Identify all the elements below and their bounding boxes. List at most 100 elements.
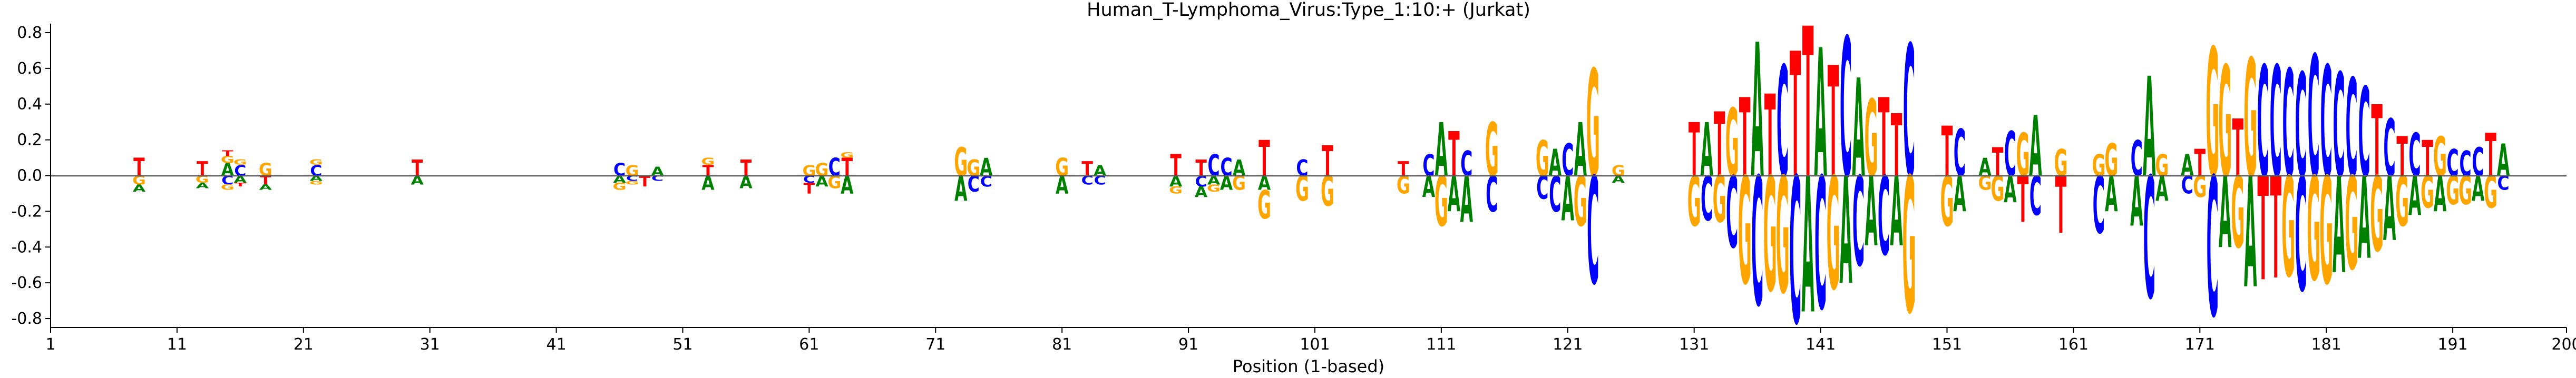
- logo-letter-g: G: [1574, 163, 1587, 242]
- logo-letter-g: G: [954, 140, 968, 185]
- logo-letter-a: A: [1435, 107, 1448, 193]
- logo-letter-g: G: [2484, 167, 2497, 218]
- logo-letter-c: C: [1081, 173, 1094, 188]
- chart-title: Human_T-Lymphoma_Virus:Type_1:10:+ (Jurk…: [1087, 0, 1530, 21]
- logo-letter-a: A: [1562, 164, 1574, 235]
- logo-letter-a: A: [1574, 107, 1587, 193]
- logo-letter-a: A: [2497, 134, 2510, 186]
- logo-letter-c: C: [2308, 21, 2320, 215]
- logo-letter-a: A: [739, 172, 753, 193]
- logo-letter-g: G: [196, 174, 209, 186]
- logo-letter-t: T: [2396, 126, 2408, 188]
- logo-letter-g: G: [1940, 163, 1954, 242]
- logo-letter-a: A: [1612, 174, 1625, 186]
- logo-letter-c: C: [2029, 165, 2042, 228]
- logo-letter-g: G: [1763, 145, 1777, 327]
- logo-letter-g: G: [2155, 148, 2169, 183]
- logo-letter-g: G: [1612, 162, 1625, 180]
- logo-letter-a: A: [2358, 154, 2370, 285]
- logo-letter-c: C: [2295, 45, 2307, 210]
- logo-letter-t: T: [2194, 142, 2206, 184]
- logo-letter-g: G: [2016, 122, 2029, 190]
- logo-letter-g: G: [2231, 157, 2245, 271]
- logo-letter-g: G: [2307, 148, 2320, 313]
- logo-letter-c: C: [1549, 167, 1561, 223]
- logo-letter-c: C: [828, 153, 841, 182]
- x-tick-label: 111: [1426, 335, 1456, 354]
- logo-letter-c: C: [1460, 145, 1472, 184]
- logo-letter-a: A: [1233, 155, 1246, 181]
- logo-letter-g: G: [2104, 134, 2118, 186]
- logo-letter-g: G: [626, 180, 639, 186]
- x-tick-label: 181: [2311, 335, 2341, 354]
- logo-letter-c: C: [2460, 145, 2472, 184]
- logo-letter-c: C: [2257, 36, 2269, 212]
- logo-letter-t: T: [1790, 16, 1801, 216]
- x-tick-label: 1: [45, 335, 55, 354]
- logo-letter-a: A: [133, 183, 145, 195]
- logo-letter-a: A: [2244, 146, 2257, 323]
- logo-letter-g: G: [1207, 183, 1221, 195]
- logo-letter-t: T: [197, 158, 208, 181]
- logo-letter-t: T: [1878, 75, 1890, 201]
- logo-letter-a: A: [1195, 184, 1207, 201]
- x-tick-label: 171: [2185, 335, 2215, 354]
- logo-letter-g: G: [613, 181, 627, 193]
- x-tick-label: 200: [2551, 335, 2576, 354]
- logo-letter-g: G: [1713, 163, 1726, 237]
- logo-letter-a: A: [1978, 153, 1992, 182]
- logo-letter-g: G: [802, 162, 816, 180]
- logo-letter-a: A: [2029, 98, 2042, 195]
- logo-letter-a: A: [2004, 168, 2016, 211]
- logo-letter-c: C: [1852, 152, 1865, 294]
- logo-letter-c: C: [1751, 141, 1763, 346]
- logo-letter-c: C: [1840, 0, 1852, 221]
- logo-letter-a: A: [1852, 51, 1865, 207]
- logo-letter-c: C: [2093, 161, 2105, 252]
- logo-letter-t: T: [740, 155, 752, 181]
- logo-letter-t: T: [1802, 0, 1814, 225]
- x-tick-label: 121: [1553, 335, 1583, 354]
- logo-letter-a: A: [1422, 170, 1435, 204]
- x-tick-label: 131: [1679, 335, 1709, 354]
- logo-letter-c: C: [2320, 36, 2333, 212]
- logo-letter-g: G: [827, 172, 841, 193]
- logo-letter-t: T: [2017, 163, 2029, 237]
- logo-letter-g: G: [309, 158, 323, 167]
- logo-letter-g: G: [1536, 131, 1549, 187]
- y-tick-label: -0.2: [11, 202, 42, 221]
- logo-letter-a: A: [1460, 163, 1473, 237]
- x-tick-label: 91: [1178, 335, 1198, 354]
- logo-letter-t: T: [639, 173, 651, 191]
- y-tick-label: 0.2: [17, 131, 42, 150]
- logo-letter-g: G: [1738, 147, 1752, 318]
- x-tick-label: 41: [547, 335, 567, 354]
- x-tick-label: 31: [420, 335, 440, 354]
- logo-letter-c: C: [1422, 148, 1435, 183]
- logo-letter-t: T: [1714, 94, 1725, 197]
- logo-letter-a: A: [1549, 142, 1562, 184]
- logo-letter-c: C: [1726, 157, 1738, 271]
- logo-letter-g: G: [1725, 89, 1739, 197]
- logo-letter-c: C: [1296, 155, 1308, 181]
- x-tick-label: 191: [2437, 335, 2467, 354]
- logo-letter-a: A: [1839, 147, 1852, 318]
- logo-letter-t: T: [842, 153, 853, 182]
- logo-letter-g: G: [309, 180, 323, 186]
- logo-letter-t: T: [2055, 161, 2067, 252]
- logo-letter-c: C: [2143, 142, 2155, 336]
- logo-letter-t: T: [2485, 122, 2496, 190]
- logo-letter-g: G: [840, 151, 854, 160]
- x-tick-label: 71: [925, 335, 945, 354]
- y-tick-label: 0.4: [17, 95, 42, 114]
- logo-letter-t: T: [222, 149, 233, 158]
- logo-letter-a: A: [1814, 13, 1827, 218]
- logo-letter-t: T: [1081, 158, 1093, 181]
- logo-letter-t: T: [2371, 85, 2383, 199]
- logo-letter-g: G: [1902, 140, 1916, 356]
- logo-letter-c: C: [1208, 148, 1220, 183]
- logo-letter-g: G: [1586, 39, 1600, 211]
- logo-letter-t: T: [1398, 158, 1409, 181]
- logo-letter-t: T: [235, 182, 246, 187]
- logo-letter-c: C: [2295, 145, 2307, 327]
